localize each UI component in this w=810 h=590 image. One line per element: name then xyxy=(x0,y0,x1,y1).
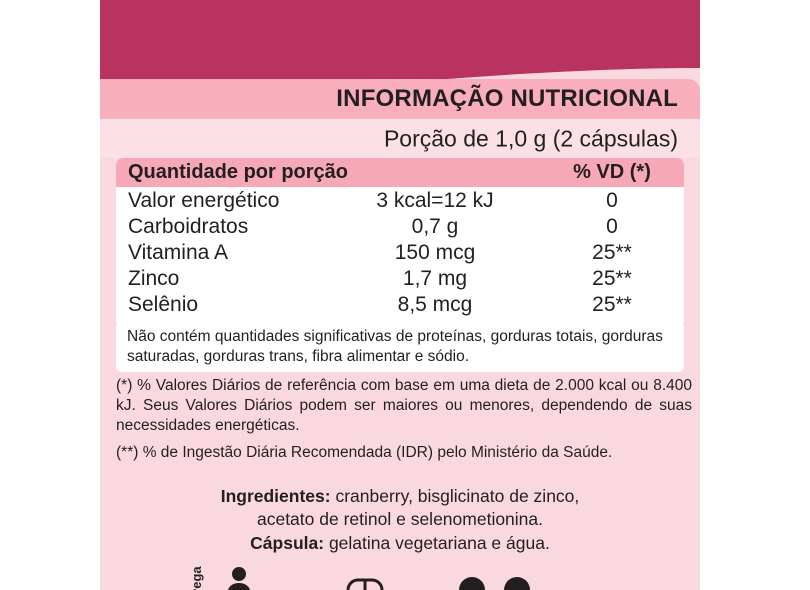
row-nutrient-value: 8,5 mcg xyxy=(397,293,473,316)
note-text: Não contém quantidades significativas de… xyxy=(127,328,663,365)
row-nutrient-value: 3 kcal=12 kJ xyxy=(376,189,494,212)
portion-band: Porção de 1,0 g (2 cápsulas) xyxy=(100,119,700,158)
title-band: INFORMAÇÃO NUTRICIONAL xyxy=(100,79,700,119)
icon-strip: vegano xyxy=(100,566,700,590)
ingredients-line-2: acetato de retinol e selenometionina. xyxy=(256,509,544,530)
label-panel: INFORMAÇÃO NUTRICIONAL Porção de 1,0 g (… xyxy=(100,0,700,590)
row-nutrient-vd: 0 xyxy=(606,189,618,212)
dot-icon xyxy=(459,577,485,590)
no-significant-amounts-note: Não contém quantidades significativas de… xyxy=(116,322,684,373)
ingredients-line-1: Ingredientes: cranberry, bisglicinato de… xyxy=(116,485,684,508)
column-header-label: Quantidade por porção xyxy=(128,161,349,183)
table-row: Selênio 8,5 mcg 25** xyxy=(128,293,672,319)
ingredients-line-1-rest: cranberry, bisglicinato de zinco, xyxy=(330,486,580,506)
row-nutrient-value: 150 mcg xyxy=(394,241,476,264)
row-nutrient-value: 1,7 mg xyxy=(402,267,468,290)
row-nutrient-name: Selênio xyxy=(128,293,199,316)
table-row: Zinco 1,7 mg 25** xyxy=(128,267,672,293)
row-nutrient-vd: 25** xyxy=(592,293,632,316)
table-row: Valor energético 3 kcal=12 kJ 0 xyxy=(128,189,672,215)
capsule-line-rest: gelatina vegetariana e água. xyxy=(324,532,550,553)
ingredients-section: Ingredientes: cranberry, bisglicinato de… xyxy=(116,485,684,555)
footnotes: (*) % Valores Diários de referência com … xyxy=(116,376,692,464)
table-row: Carboidratos 0,7 g 0 xyxy=(128,215,672,241)
row-nutrient-name: Valor energético xyxy=(128,189,280,212)
ingredients-label: Ingredientes: xyxy=(220,486,331,506)
footnote-single-asterisk: (*) % Valores Diários de referência com … xyxy=(116,377,692,435)
nutrition-table: Quantidade por porção % VD (*) Valor ene… xyxy=(116,158,684,327)
table-header-row: Quantidade por porção % VD (*) xyxy=(116,158,684,187)
page-title: INFORMAÇÃO NUTRICIONAL xyxy=(336,85,678,112)
row-nutrient-vd: 0 xyxy=(606,215,618,238)
footnote-double-asterisk: (**) % de Ingestão Diária Recomendada (I… xyxy=(116,444,613,462)
capsule-icon xyxy=(346,578,384,590)
dot-icon xyxy=(504,577,530,590)
portion-text: Porção de 1,0 g (2 cápsulas) xyxy=(383,125,678,151)
capsule-line: Cápsula: gelatina vegetariana e água. xyxy=(116,532,684,555)
vegan-label: vegano xyxy=(189,566,204,590)
person-icon xyxy=(228,567,250,590)
capsule-label: Cápsula: xyxy=(250,532,325,553)
table-row: Vitamina A 150 mcg 25** xyxy=(128,241,672,267)
row-nutrient-vd: 25** xyxy=(592,241,632,264)
row-nutrient-value: 0,7 g xyxy=(411,215,459,238)
row-nutrient-name: Vitamina A xyxy=(128,241,229,264)
table-body: Valor energético 3 kcal=12 kJ 0 Carboidr… xyxy=(116,187,684,327)
column-header-vd: % VD (*) xyxy=(573,161,651,183)
row-nutrient-name: Zinco xyxy=(128,267,180,290)
row-nutrient-vd: 25** xyxy=(592,267,632,290)
row-nutrient-name: Carboidratos xyxy=(128,215,249,238)
